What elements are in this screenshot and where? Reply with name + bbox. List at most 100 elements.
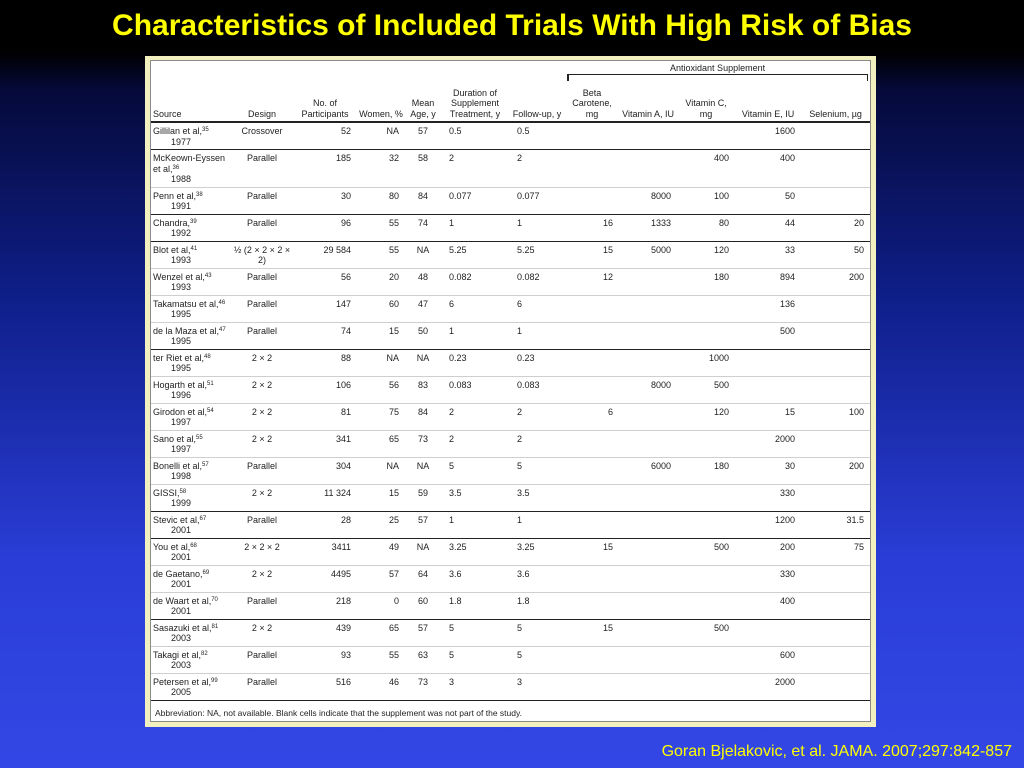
- cell-selenium: [801, 673, 871, 701]
- cell-age: 84: [405, 187, 441, 215]
- cell-duration: 0.23: [441, 349, 509, 377]
- cell-followup: 5.25: [509, 241, 566, 269]
- cell-selenium: [801, 646, 871, 674]
- cell-duration: 1: [441, 322, 509, 350]
- cell-vitamin-c: 500: [677, 376, 736, 404]
- cell-vitamin-a: [619, 295, 678, 323]
- cell-vitamin-e: 2000: [735, 673, 802, 701]
- cell-vitamin-c: [677, 592, 736, 620]
- cell-selenium: [801, 322, 871, 350]
- cell-participants: 4495: [293, 565, 357, 593]
- abbreviation-note: Abbreviation: NA, not available. Blank c…: [155, 708, 522, 718]
- cell-design: ½ (2 × 2 × 2 × 2): [231, 241, 293, 269]
- cell-design: 2 × 2: [231, 430, 293, 458]
- cell-duration: 0.077: [441, 187, 509, 215]
- source-year: 2001: [171, 579, 192, 589]
- cell-age: 48: [405, 268, 441, 296]
- cell-followup: 3.5: [509, 484, 566, 512]
- table-row: Sano et al,55 1997 2 × 2 341 65 73 2 2 2000: [151, 430, 871, 458]
- cell-followup: 0.077: [509, 187, 566, 215]
- cell-vitamin-e: 33: [735, 241, 802, 269]
- cell-source: Gillilan et al,35 1977: [151, 122, 231, 150]
- cell-selenium: 75: [801, 538, 871, 566]
- source-author: Girodon et al,: [153, 406, 208, 417]
- cell-duration: 1: [441, 214, 509, 242]
- cell-design: 2 × 2: [231, 565, 293, 593]
- cell-design: Crossover: [231, 122, 293, 150]
- cell-participants: 81: [293, 403, 357, 431]
- source-ref: 57: [202, 461, 209, 468]
- cell-selenium: [801, 149, 871, 188]
- cell-participants: 93: [293, 646, 357, 674]
- cell-vitamin-c: [677, 430, 736, 458]
- source-author: Petersen et al,: [153, 676, 212, 687]
- source-author: ter Riet et al,: [153, 352, 205, 363]
- cell-vitamin-e: 330: [735, 484, 802, 512]
- source-author: McKeown-Eyssen et al,: [153, 153, 226, 174]
- cell-source: Blot et al,41 1993: [151, 241, 231, 269]
- cell-vitamin-e: [735, 349, 802, 377]
- source-year: 2001: [171, 552, 192, 562]
- cell-design: Parallel: [231, 457, 293, 485]
- cell-women: NA: [357, 122, 405, 150]
- cell-selenium: [801, 295, 871, 323]
- cell-design: Parallel: [231, 295, 293, 323]
- group-bracket-right: [866, 74, 869, 81]
- table-row: Bonelli et al,57 1998 Parallel 304 NA NA 5 5 600…: [151, 457, 871, 485]
- cell-source: de Gaetano,69 2001: [151, 565, 231, 593]
- source-ref: 68: [190, 542, 197, 549]
- cell-age: 74: [405, 214, 441, 242]
- cell-vitamin-a: 5000: [619, 241, 678, 269]
- cell-women: 32: [357, 149, 405, 188]
- cell-vitamin-c: 500: [677, 538, 736, 566]
- cell-participants: 88: [293, 349, 357, 377]
- cell-beta-carotene: [565, 430, 620, 458]
- table-row: Takagi et al,82 2003 Parallel 93 55 63 5 5 600: [151, 646, 871, 674]
- cell-women: 65: [357, 430, 405, 458]
- source-year: 1991: [171, 201, 192, 211]
- cell-participants: 28: [293, 511, 357, 539]
- cell-women: 46: [357, 673, 405, 701]
- cell-vitamin-a: [619, 122, 678, 150]
- cell-selenium: [801, 619, 871, 647]
- cell-vitamin-a: [619, 511, 678, 539]
- cell-vitamin-c: [677, 322, 736, 350]
- cell-age: 73: [405, 430, 441, 458]
- source-author: de Gaetano,: [153, 568, 203, 579]
- cell-women: 80: [357, 187, 405, 215]
- cell-age: 83: [405, 376, 441, 404]
- cell-participants: 147: [293, 295, 357, 323]
- cell-followup: 2: [509, 430, 566, 458]
- cell-source: Petersen et al,99 2005: [151, 673, 231, 701]
- cell-selenium: [801, 187, 871, 215]
- source-year: 1993: [171, 255, 192, 265]
- cell-vitamin-c: [677, 646, 736, 674]
- cell-followup: 3: [509, 673, 566, 701]
- source-ref: 48: [204, 353, 211, 360]
- table-row: Petersen et al,99 2005 Parallel 516 46 73 3 3 20…: [151, 673, 871, 701]
- source-author: de Waart et al,: [153, 595, 212, 606]
- cell-participants: 56: [293, 268, 357, 296]
- cell-vitamin-c: [677, 295, 736, 323]
- col-header-vitamin-e: Vitamin E, IU: [735, 75, 802, 123]
- source-author: Takamatsu et al,: [153, 298, 219, 309]
- source-year: 2003: [171, 660, 192, 670]
- source-author: Gillilan et al,: [153, 126, 203, 136]
- cell-age: 63: [405, 646, 441, 674]
- cell-duration: 5: [441, 646, 509, 674]
- source-year: 2001: [171, 525, 192, 535]
- cell-source: Girodon et al,54 1997: [151, 403, 231, 431]
- cell-vitamin-c: [677, 673, 736, 701]
- cell-beta-carotene: [565, 349, 620, 377]
- col-header-selenium: Selenium, µg: [801, 75, 871, 123]
- table-row: Blot et al,41 1993 ½ (2 × 2 × 2 × 2) 29 584…: [151, 241, 871, 269]
- cell-vitamin-e: 894: [735, 268, 802, 296]
- cell-age: NA: [405, 349, 441, 377]
- cell-age: 64: [405, 565, 441, 593]
- cell-vitamin-e: 600: [735, 646, 802, 674]
- cell-beta-carotene: [565, 376, 620, 404]
- cell-women: 75: [357, 403, 405, 431]
- cell-participants: 96: [293, 214, 357, 242]
- cell-source: de la Maza et al,47 1995: [151, 322, 231, 350]
- cell-vitamin-e: 30: [735, 457, 802, 485]
